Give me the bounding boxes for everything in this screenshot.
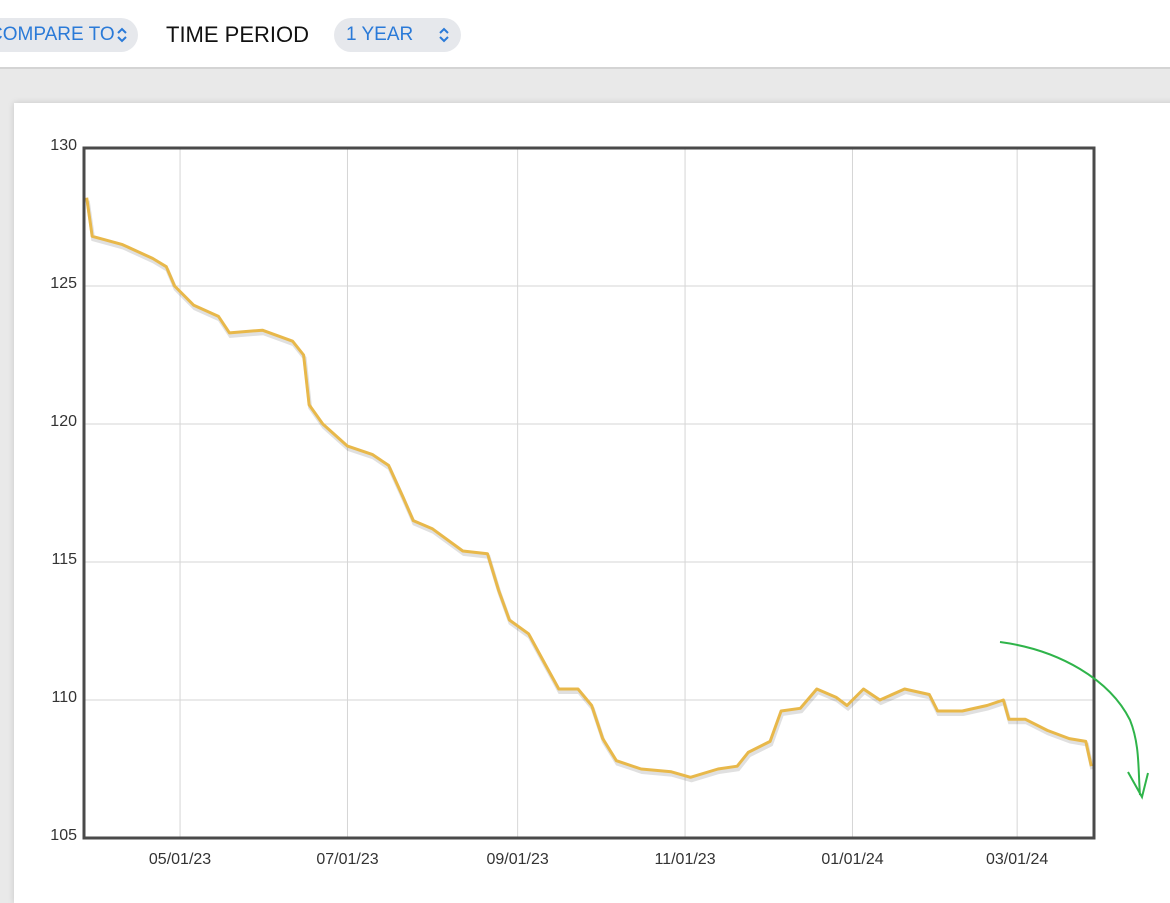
y-tick-label: 120	[50, 413, 77, 430]
plot-area	[84, 148, 1094, 838]
y-tick-label: 110	[51, 689, 77, 706]
chevron-icon	[117, 27, 127, 43]
chevron-icon	[439, 27, 449, 43]
plot-frame	[82, 146, 1096, 840]
line-series	[85, 197, 1093, 779]
annotation-arrow	[999, 641, 1149, 800]
y-tick-label: 105	[50, 827, 77, 844]
period-button[interactable]: 1 YEAR	[334, 18, 461, 52]
y-tick-label: 130	[50, 137, 77, 154]
period-label: TIME PERIOD	[166, 22, 310, 47]
x-tick-label: 03/01/24	[986, 851, 1048, 868]
x-tick-label: 01/01/24	[821, 851, 883, 868]
x-tick-label: 09/01/23	[487, 851, 549, 868]
x-tick-label: 07/01/23	[316, 851, 378, 868]
period-value: 1 YEAR	[346, 24, 414, 45]
x-tick-label: 05/01/23	[149, 851, 211, 868]
y-tick-label: 115	[51, 551, 77, 568]
x-tick-label: 11/01/23	[655, 851, 716, 868]
toolbar: COMPARE TO TIME PERIOD 1 YEAR	[0, 0, 1170, 69]
compare-button[interactable]: COMPARE TO	[0, 18, 138, 52]
y-tick-label: 125	[50, 275, 77, 292]
compare-label: COMPARE TO	[0, 24, 115, 45]
